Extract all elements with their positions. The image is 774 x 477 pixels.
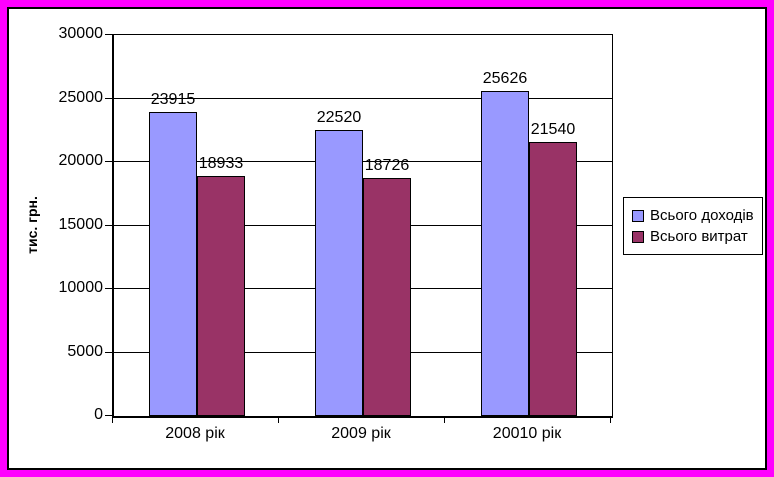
bar-data-label: 21540	[530, 121, 576, 138]
legend-marker-icon	[632, 209, 644, 222]
legend: Всього доходів Всього витрат	[623, 197, 763, 255]
y-axis-tick-label: 25000	[58, 88, 104, 106]
x-axis-category-label: 20010 рік	[492, 425, 562, 442]
y-axis-tick	[105, 288, 112, 289]
y-axis-tick	[105, 351, 112, 353]
legend-marker-icon	[632, 230, 644, 243]
legend-item: Всього доходів	[632, 205, 756, 226]
bar-Всього доходів	[481, 91, 529, 416]
y-axis-tick-label: 15000	[58, 215, 104, 233]
y-axis-tick-label: 10000	[58, 279, 104, 296]
x-axis-tick	[278, 416, 279, 423]
bar-Всього доходів	[315, 130, 363, 416]
x-axis-tick	[112, 416, 113, 423]
bar-data-label: 18726	[364, 157, 410, 174]
bar-Всього витрат	[197, 176, 245, 416]
y-axis-tick-label: 5000	[67, 342, 103, 360]
bar-data-label: 23915	[150, 91, 196, 108]
gridline	[114, 161, 612, 162]
y-axis-tick	[105, 34, 112, 35]
bar-Всього доходів	[149, 112, 197, 416]
plot-area: 23915 18933 22520 18726 25626 21540	[112, 34, 613, 418]
bar-Всього витрат	[363, 178, 411, 416]
legend-label: Всього доходів	[650, 207, 754, 224]
bar-Всього витрат	[529, 142, 577, 416]
y-axis-tick-label: 0	[94, 406, 103, 423]
bar-data-label: 25626	[482, 70, 528, 87]
y-axis-tick	[105, 224, 112, 226]
x-axis-tick	[444, 416, 445, 423]
y-axis-tick-label: 20000	[58, 152, 104, 169]
chart-canvas: тис. грн. 0 5000 10000 15000 20000 25000 30000…	[7, 7, 767, 470]
x-axis-category-label: 2008 рік	[165, 425, 225, 442]
y-axis-tick-label: 30000	[58, 25, 104, 42]
x-axis-category-label: 2009 рік	[331, 425, 391, 442]
y-axis-tick	[105, 161, 112, 162]
bar-data-label: 18933	[198, 155, 244, 172]
y-axis-tick	[105, 415, 112, 416]
bar-data-label: 22520	[316, 109, 362, 126]
legend-label: Всього витрат	[650, 228, 748, 245]
y-axis-tick	[105, 97, 112, 99]
legend-item: Всього витрат	[632, 226, 756, 247]
x-axis-tick	[610, 416, 611, 423]
gridline	[114, 97, 612, 99]
